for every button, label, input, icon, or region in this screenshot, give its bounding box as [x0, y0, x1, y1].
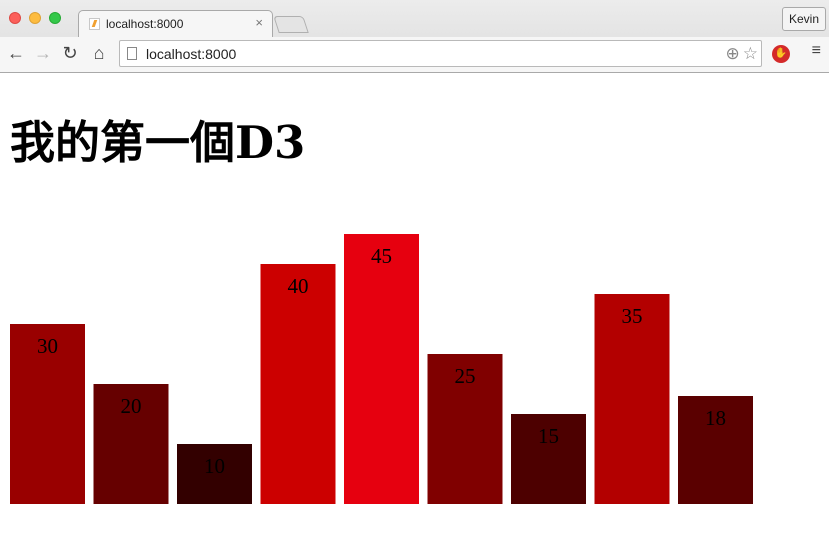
- bar-7: [594, 294, 670, 504]
- reload-icon[interactable]: ↻: [62, 43, 78, 63]
- bar-label-7: 35: [622, 304, 643, 328]
- new-tab-button[interactable]: [273, 16, 309, 33]
- zoom-icon[interactable]: ⊕: [725, 44, 740, 63]
- bar-6: [511, 414, 586, 504]
- home-icon[interactable]: ⌂: [93, 43, 105, 63]
- page-title: 我的第一個D3: [10, 116, 306, 169]
- hamburger-menu-icon[interactable]: ≡: [811, 42, 821, 59]
- back-arrow-icon[interactable]: ←: [7, 43, 25, 63]
- star-icon[interactable]: ☆: [742, 44, 758, 63]
- profile-button[interactable]: Kevin: [782, 7, 826, 31]
- bar-1: [93, 384, 169, 504]
- bar-3: [260, 264, 336, 504]
- bar-label-8: 18: [705, 406, 726, 430]
- bar-2: [177, 444, 252, 504]
- adblock-icon[interactable]: ✋: [772, 45, 790, 63]
- bar-label-2: 10: [204, 454, 225, 478]
- bar-label-5: 25: [455, 364, 476, 388]
- bar-4: [344, 234, 419, 504]
- browser-chrome: localhost:8000 × Kevin ← → ↻ ⌂ localhost…: [0, 0, 829, 73]
- bar-label-6: 15: [538, 424, 559, 448]
- bar-8: [678, 396, 753, 504]
- toolbar: ← → ↻ ⌂ localhost:8000 ⊕ ☆ ✋ ≡: [0, 37, 829, 72]
- tab-title: localhost:8000: [106, 17, 184, 31]
- bar-label-0: 30: [37, 334, 58, 358]
- close-window-button[interactable]: [9, 12, 21, 24]
- bar-label-3: 40: [288, 274, 309, 298]
- page-icon: [127, 47, 137, 60]
- url-text[interactable]: localhost:8000: [146, 46, 237, 62]
- bar-chart: 30 20 10 40 45 25 15 35 18: [10, 234, 753, 504]
- browser-tab[interactable]: localhost:8000 ×: [78, 10, 273, 37]
- bar-label-4: 45: [371, 244, 392, 268]
- bar-5: [427, 354, 503, 504]
- maximize-window-button[interactable]: [49, 12, 61, 24]
- bar-label-1: 20: [121, 394, 142, 418]
- favicon-icon: [89, 18, 100, 30]
- window-controls: [9, 12, 61, 24]
- page-content: 我的第一個D3 30 20 10 40 45 25 15 35 18: [0, 73, 829, 533]
- forward-arrow-icon[interactable]: →: [34, 43, 52, 63]
- bar-0: [10, 324, 85, 504]
- tab-close-icon[interactable]: ×: [255, 15, 263, 30]
- minimize-window-button[interactable]: [29, 12, 41, 24]
- address-bar[interactable]: localhost:8000 ⊕ ☆: [119, 40, 762, 67]
